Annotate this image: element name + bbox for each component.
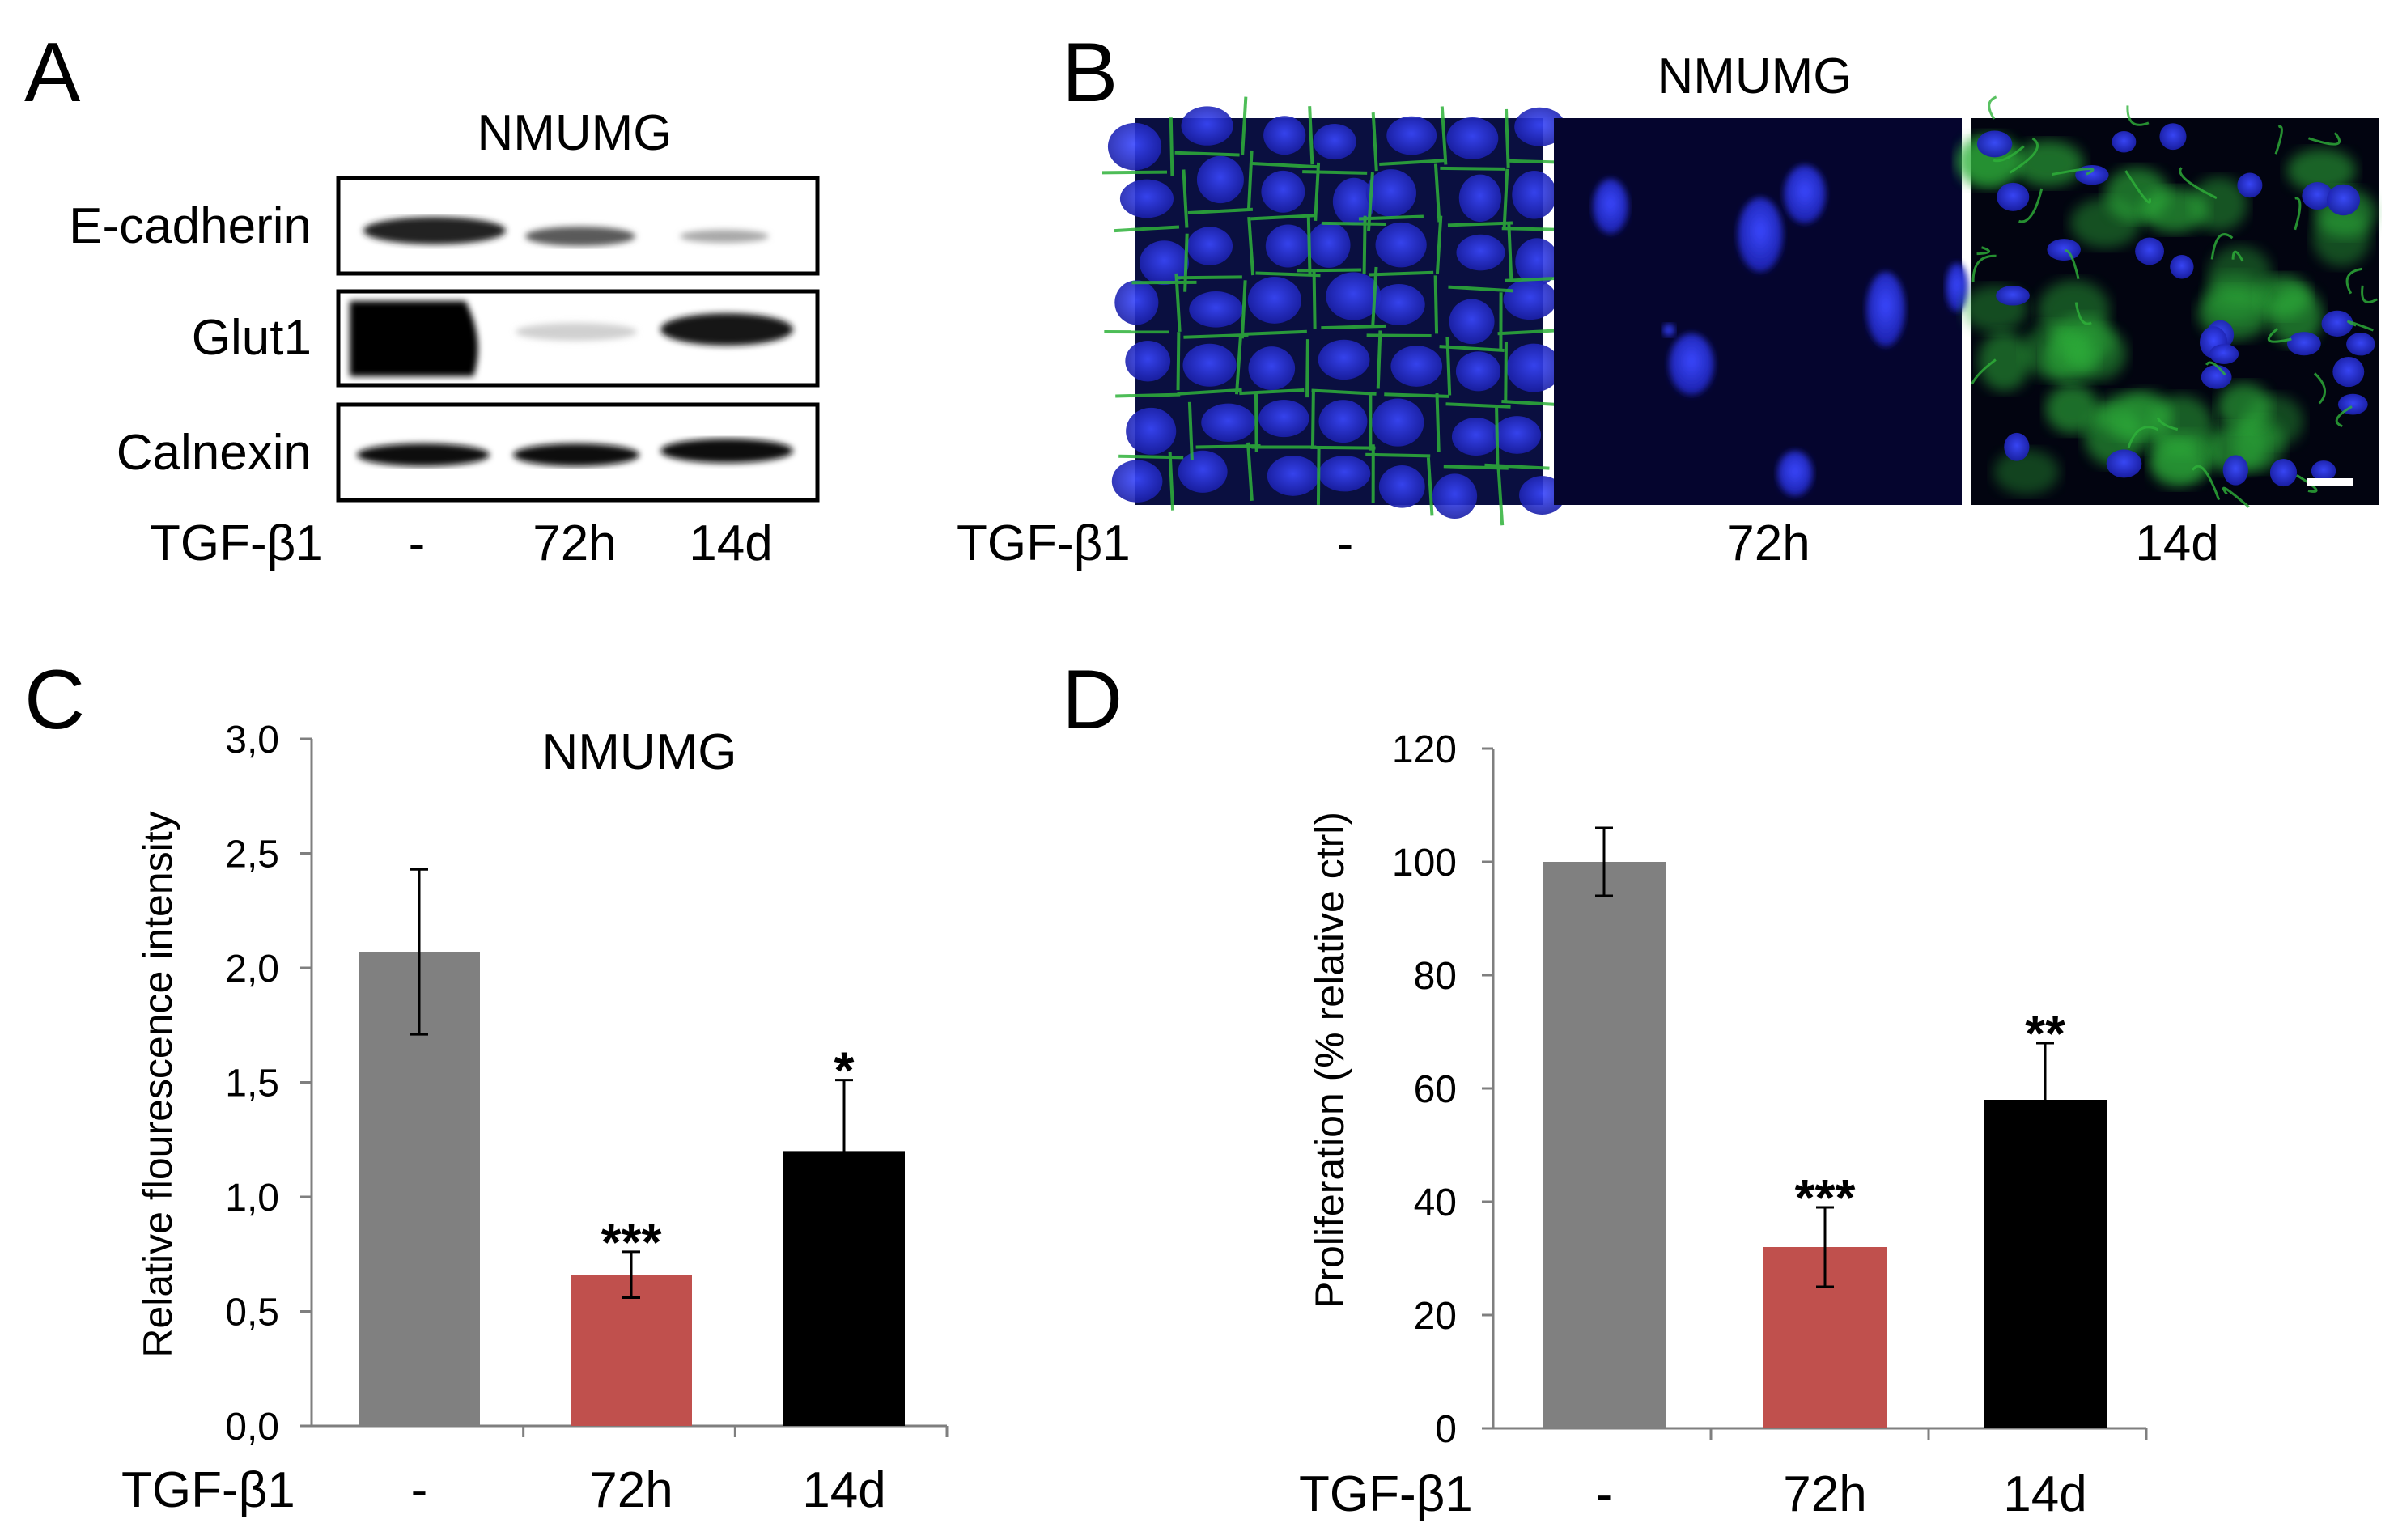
treatment-label: TGF-β1 bbox=[1299, 1466, 1473, 1522]
significance-marker: *** bbox=[1795, 1169, 1856, 1227]
y-tick-label: 80 bbox=[1414, 955, 1457, 998]
treatment-label: TGF-β1 bbox=[150, 515, 324, 571]
scale-bar bbox=[2307, 478, 2353, 486]
y-tick-label: 0,0 bbox=[225, 1406, 279, 1449]
lane-label: 14d bbox=[2135, 515, 2218, 571]
y-tick-label: 120 bbox=[1392, 728, 1457, 771]
blot-row-label: E-cadherin bbox=[69, 198, 312, 254]
micrograph-14d bbox=[1957, 95, 2379, 508]
significance-marker: * bbox=[834, 1042, 855, 1100]
micrograph-control bbox=[1101, 96, 1572, 526]
x-tick-label: - bbox=[411, 1462, 428, 1518]
lane-label: 72h bbox=[533, 515, 616, 571]
bar-chart-c: 0,0 0,5 1,0 1,5 2,0 2,5 3,0 - *** 72h * 14d bbox=[225, 719, 949, 1518]
panel-d-letter: D bbox=[1062, 653, 1123, 747]
panel-c-letter: C bbox=[24, 653, 85, 747]
y-tick-label: 1,0 bbox=[225, 1177, 279, 1220]
significance-marker: *** bbox=[601, 1213, 662, 1271]
lane-label: 72h bbox=[1726, 515, 1810, 571]
y-tick-label: 100 bbox=[1392, 842, 1457, 885]
treatment-label: TGF-β1 bbox=[121, 1462, 295, 1518]
y-tick-label: 20 bbox=[1414, 1295, 1457, 1338]
lane-label: 14d bbox=[689, 515, 772, 571]
treatment-label: TGF-β1 bbox=[957, 515, 1131, 571]
bar bbox=[571, 1275, 692, 1426]
x-tick-label: 14d bbox=[802, 1462, 885, 1518]
significance-marker: ** bbox=[2025, 1004, 2065, 1063]
lane-label: - bbox=[1337, 515, 1354, 571]
y-tick-label: 60 bbox=[1414, 1068, 1457, 1111]
y-axis-label: Relative flourescence intensity bbox=[135, 811, 180, 1357]
panel-d: D Proliferation (% relative ctrl) 0 20 40 6… bbox=[1062, 653, 2148, 1522]
panel-b: B NMUMG TGF-β1 - 72h 14d bbox=[957, 26, 2379, 571]
panel-a: A NMUMG E-cadherin Glut1 Calnexin bbox=[24, 26, 820, 571]
panel-a-letter: A bbox=[24, 26, 81, 120]
x-tick-label: 14d bbox=[2003, 1466, 2086, 1522]
chart-title: NMUMG bbox=[541, 724, 736, 780]
y-tick-label: 0,5 bbox=[225, 1292, 279, 1334]
bar bbox=[1543, 862, 1666, 1428]
y-axis-label: Proliferation (% relative ctrl) bbox=[1307, 812, 1352, 1309]
blot-e-cadherin bbox=[336, 176, 820, 276]
blot-row-label: Calnexin bbox=[117, 425, 312, 481]
y-tick-label: 2,5 bbox=[225, 834, 279, 876]
y-tick-label: 40 bbox=[1414, 1182, 1457, 1224]
x-tick-label: 72h bbox=[1783, 1466, 1866, 1522]
panel-c: C NMUMG Relative flourescence intensity … bbox=[24, 653, 949, 1518]
panel-b-cell-line: NMUMG bbox=[1657, 49, 1852, 104]
y-tick-label: 0 bbox=[1435, 1408, 1457, 1451]
blot-row-label: Glut1 bbox=[192, 310, 312, 366]
panel-b-letter: B bbox=[1062, 26, 1118, 120]
blot-calnexin bbox=[336, 402, 820, 503]
blot-glut1 bbox=[336, 289, 820, 388]
y-tick-label: 1,5 bbox=[225, 1063, 279, 1105]
micrograph-72h bbox=[1554, 118, 1968, 505]
panel-a-cell-line: NMUMG bbox=[477, 105, 672, 161]
x-tick-label: - bbox=[1596, 1466, 1613, 1522]
bar-chart-d: 0 20 40 60 80 100 120 - *** 72h ** 14d bbox=[1392, 728, 2148, 1522]
y-tick-label: 2,0 bbox=[225, 948, 279, 991]
y-tick-label: 3,0 bbox=[225, 719, 279, 762]
x-tick-label: 72h bbox=[589, 1462, 673, 1518]
lane-label: - bbox=[409, 515, 426, 571]
